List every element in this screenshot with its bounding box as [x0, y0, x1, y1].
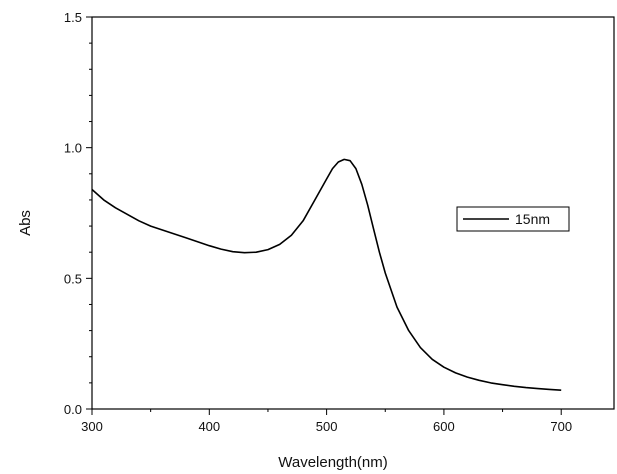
series-line-15nm: [91, 158, 562, 391]
y-tick-label: 0.0: [64, 402, 82, 417]
x-tick-label: 400: [198, 419, 220, 434]
x-tick-label: 700: [550, 419, 572, 434]
legend: 15nm: [456, 206, 570, 232]
x-tick-label: 500: [316, 419, 338, 434]
y-tick-label: 0.5: [64, 271, 82, 286]
y-tick-label: 1.0: [64, 141, 82, 156]
plot-area: [91, 16, 615, 410]
legend-label-15nm: 15nm: [515, 211, 550, 227]
y-tick-label: 1.5: [64, 10, 82, 25]
plot-border: [91, 16, 615, 410]
x-axis: 300 400 500 600 700: [81, 409, 572, 434]
y-axis-label: Abs: [17, 210, 34, 236]
y-axis: 0.0 0.5 1.0 1.5: [64, 10, 92, 417]
x-tick-label: 600: [433, 419, 455, 434]
series-layer: [91, 158, 562, 391]
x-axis-label: Wavelength(nm): [278, 454, 387, 471]
x-tick-label: 300: [81, 419, 103, 434]
